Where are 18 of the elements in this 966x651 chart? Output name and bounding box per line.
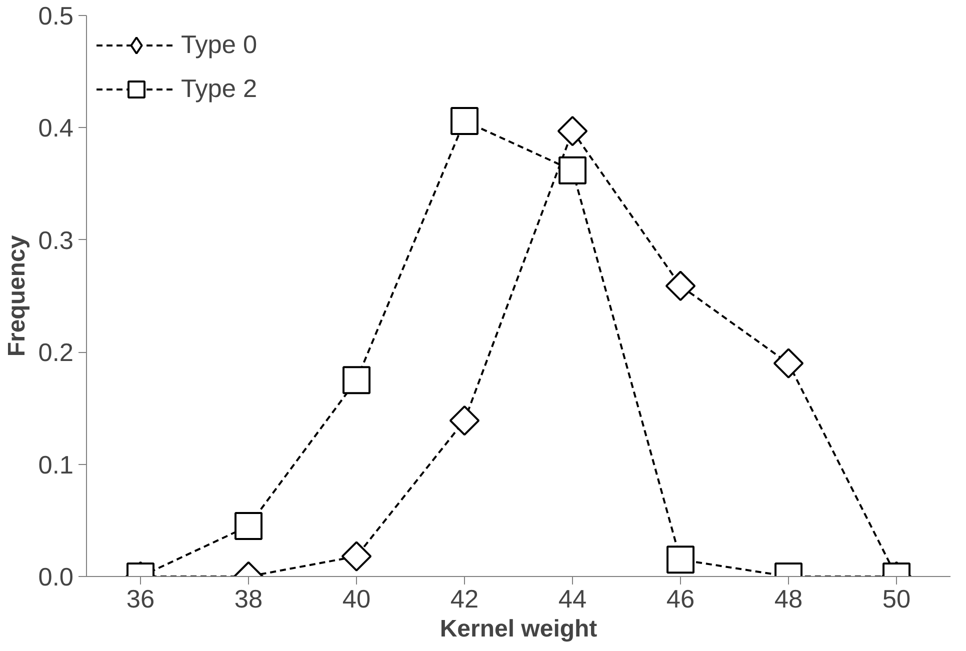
y-axis-title: Frequency: [3, 234, 30, 357]
x-tick-label: 40: [342, 586, 371, 614]
y-tick-label: 0.5: [38, 2, 74, 30]
y-tick-label: 0.4: [38, 114, 74, 143]
x-tick-label: 48: [774, 586, 803, 614]
y-tick-label: 0.0: [38, 564, 74, 592]
legend-label: Type 2: [181, 74, 258, 104]
legend-label: Type 0: [181, 30, 258, 60]
x-tick-label: 38: [234, 586, 263, 614]
x-tick-label: 46: [666, 586, 695, 614]
x-tick-label: 50: [882, 586, 911, 614]
y-tick-label: 0.3: [38, 226, 74, 255]
y-tick-label: 0.1: [38, 451, 74, 480]
x-tick-label: 42: [450, 586, 479, 614]
y-tick-label: 0.2: [38, 339, 74, 368]
x-tick-label: 36: [126, 586, 155, 614]
x-tick-label: 44: [558, 586, 587, 614]
x-axis-title: Kernel weight: [440, 616, 598, 642]
